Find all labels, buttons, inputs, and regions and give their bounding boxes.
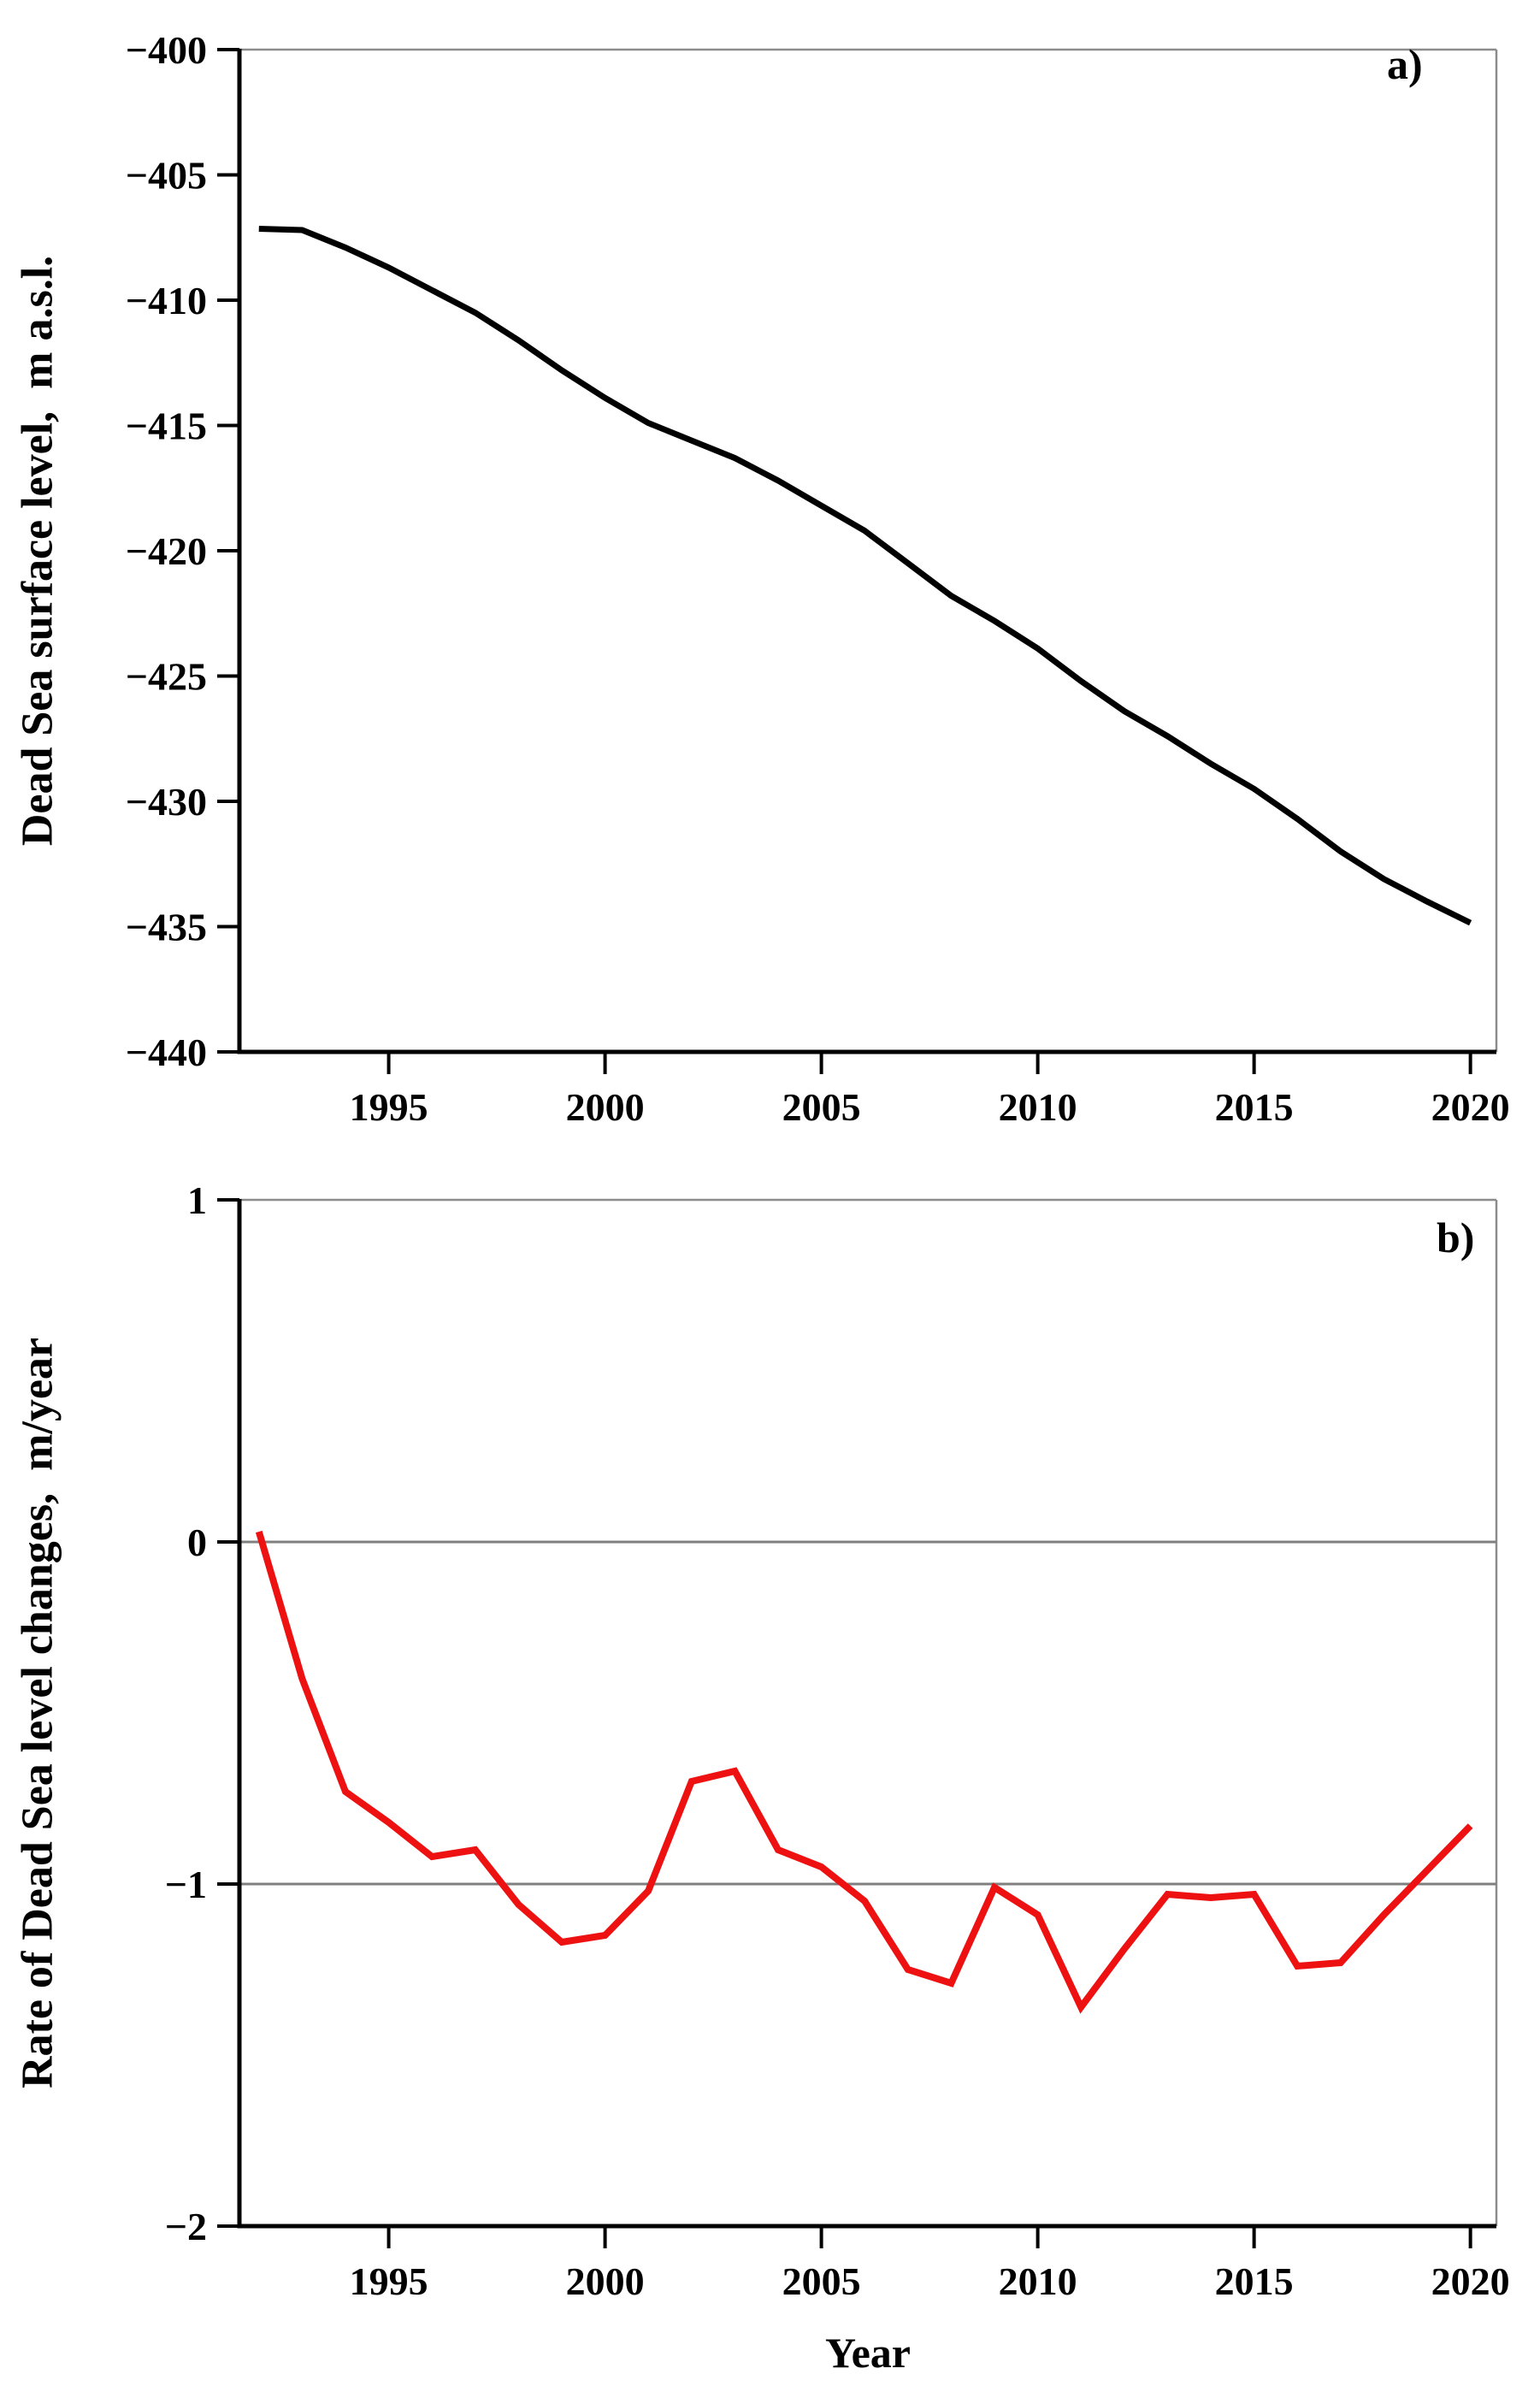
panel-a-x-tick-label-2005: 2005 (782, 1085, 861, 1129)
panel-b-y-tick-label-1: 1 (187, 1178, 207, 1222)
panel-a-y-tick-label--400: −400 (126, 28, 207, 72)
panel-b-y-tick-label--1: −1 (165, 1863, 207, 1906)
panel-b-x-tick-label-2000: 2000 (566, 2259, 645, 2303)
panel-b-y-axis-title: Rate of Dead Sea level changes, m/year (13, 1337, 62, 2089)
panel-a-x-tick-label-2015: 2015 (1215, 1085, 1294, 1129)
panel-b-x-tick-label-2010: 2010 (999, 2259, 1077, 2303)
panel-b-x-tick-label-2015: 2015 (1215, 2259, 1294, 2303)
panel-b-letter: b) (1437, 1214, 1475, 1261)
panel-b-series-line (255, 1530, 1473, 2014)
panel-a-x-tick-label-1995: 1995 (350, 1085, 428, 1129)
panel-a-x-tick-label-2020: 2020 (1431, 1085, 1510, 1129)
panel-a-y-tick-label--420: −420 (126, 529, 207, 573)
panel-a-y-tick-label--425: −425 (126, 655, 207, 699)
panel-b-y-tick-label--2: −2 (165, 2205, 207, 2248)
panel-a-series-line (258, 226, 1472, 926)
panel-a-y-tick-label--410: −410 (126, 279, 207, 322)
panel-a-x-tick-label-2000: 2000 (566, 1085, 645, 1129)
panel-b-x-tick-label-1995: 1995 (350, 2259, 428, 2303)
panel-b-x-tick-label-2005: 2005 (782, 2259, 861, 2303)
panel-b-x-tick-label-2020: 2020 (1431, 2259, 1510, 2303)
panel-a-letter: a) (1387, 40, 1423, 88)
x-axis-title: Year (825, 2329, 911, 2377)
panel-a-y-tick-label--430: −430 (126, 780, 207, 824)
panel-b-y-tick-label-0: 0 (187, 1521, 207, 1564)
panel-a-y-tick-label--435: −435 (126, 906, 207, 949)
panel-a-x-tick-label-2010: 2010 (999, 1085, 1077, 1129)
panel-a-y-tick-label--440: −440 (126, 1031, 207, 1074)
panel-a-y-tick-label--415: −415 (126, 405, 207, 448)
panel-a-y-tick-label--405: −405 (126, 154, 207, 198)
panel-a-y-axis-title: Dead Sea surface level, m a.s.l. (13, 255, 62, 847)
